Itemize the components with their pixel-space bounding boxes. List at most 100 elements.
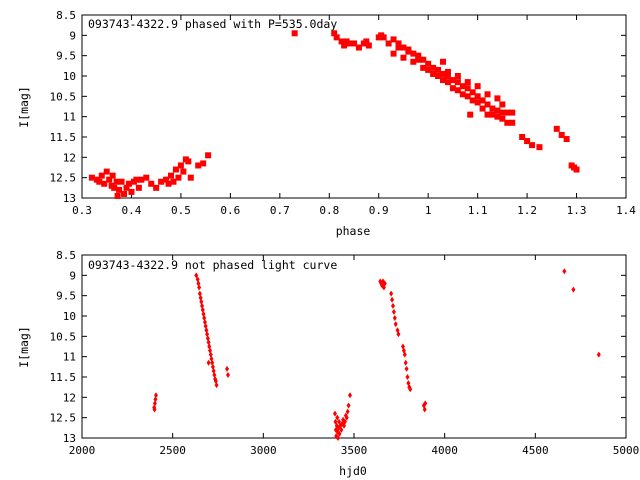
data-point bbox=[596, 351, 601, 358]
data-point bbox=[469, 97, 476, 104]
data-point bbox=[158, 178, 165, 185]
data-point bbox=[499, 115, 506, 122]
panel-title: 093743-4322.9 phased with P=535.0day bbox=[88, 17, 337, 31]
x-tick-label: 2500 bbox=[159, 444, 186, 457]
y-tick-label: 12 bbox=[63, 391, 76, 404]
data-point bbox=[152, 406, 157, 413]
data-point bbox=[341, 42, 348, 49]
x-tick-label: 1.1 bbox=[468, 204, 488, 217]
data-point bbox=[106, 176, 113, 183]
data-point bbox=[390, 296, 395, 303]
data-point bbox=[382, 280, 387, 287]
data-point bbox=[200, 160, 207, 167]
x-tick-label: 0.7 bbox=[270, 204, 290, 217]
panel-title: 093743-4322.9 not phased light curve bbox=[88, 258, 337, 272]
data-point bbox=[109, 172, 116, 179]
data-point bbox=[403, 359, 408, 366]
data-point bbox=[449, 77, 456, 84]
y-tick-label: 10.5 bbox=[50, 90, 77, 103]
data-point bbox=[425, 66, 432, 73]
unphased-light-curve-panel: 093743-4322.9 not phased light curve hjd… bbox=[17, 249, 639, 478]
data-point bbox=[440, 77, 447, 84]
plot-frame bbox=[81, 254, 627, 439]
y-tick-label: 8.5 bbox=[56, 249, 76, 262]
x-tick-label: 0.9 bbox=[369, 204, 389, 217]
data-point bbox=[459, 91, 466, 98]
data-point bbox=[185, 158, 192, 165]
data-point bbox=[103, 168, 110, 175]
data-point bbox=[504, 109, 511, 116]
data-point bbox=[454, 79, 461, 86]
data-point bbox=[135, 184, 142, 191]
data-point bbox=[346, 40, 353, 47]
data-point bbox=[291, 30, 298, 37]
x-axis-label: hjd0 bbox=[339, 464, 367, 478]
data-point bbox=[168, 172, 175, 179]
x-tick-label: 5000 bbox=[613, 444, 640, 457]
data-point bbox=[335, 414, 340, 421]
y-tick-label: 12 bbox=[63, 151, 76, 164]
data-point bbox=[430, 64, 437, 71]
y-tick-label: 10 bbox=[63, 310, 76, 323]
y-axis-label: I[mag] bbox=[17, 86, 31, 128]
data-point bbox=[214, 382, 219, 389]
data-point bbox=[339, 426, 344, 433]
data-point bbox=[197, 284, 202, 291]
data-point bbox=[509, 119, 516, 126]
data-point bbox=[420, 56, 427, 63]
data-point bbox=[194, 272, 199, 279]
data-point bbox=[128, 188, 135, 195]
data-point bbox=[96, 178, 103, 185]
x-tick-label: 4500 bbox=[522, 444, 549, 457]
data-point bbox=[351, 40, 357, 47]
data-point bbox=[430, 70, 437, 77]
data-point bbox=[392, 315, 397, 322]
data-point bbox=[562, 268, 567, 275]
data-point bbox=[333, 34, 340, 41]
data-point bbox=[467, 111, 474, 118]
data-point bbox=[529, 142, 536, 149]
data-point bbox=[435, 66, 442, 73]
data-point bbox=[205, 152, 212, 159]
data-point bbox=[88, 174, 95, 181]
data-point bbox=[177, 162, 184, 169]
y-tick-label: 11.5 bbox=[50, 371, 77, 384]
data-point bbox=[125, 180, 132, 187]
data-point bbox=[396, 331, 401, 338]
y-tick-label: 9 bbox=[69, 269, 76, 282]
data-point bbox=[114, 192, 121, 199]
data-point bbox=[187, 174, 194, 181]
plot-frame bbox=[81, 14, 627, 199]
data-point bbox=[519, 134, 526, 140]
x-tick-label: 1.4 bbox=[616, 204, 636, 217]
data-point bbox=[425, 60, 432, 67]
data-point bbox=[410, 58, 417, 65]
data-point bbox=[494, 113, 501, 120]
y-tick-label: 11 bbox=[63, 111, 76, 124]
x-axis-label: phase bbox=[336, 224, 371, 238]
data-point bbox=[558, 131, 565, 138]
data-point bbox=[355, 44, 362, 51]
x-tick-label: 0.3 bbox=[72, 204, 92, 217]
data-point bbox=[342, 418, 347, 425]
data-point bbox=[391, 308, 396, 315]
data-point bbox=[489, 111, 496, 118]
y-tick-label: 13 bbox=[63, 192, 76, 205]
data-point bbox=[444, 73, 451, 79]
data-point bbox=[440, 70, 447, 77]
data-point bbox=[346, 402, 351, 409]
data-point bbox=[449, 85, 456, 92]
y-tick-label: 10 bbox=[63, 70, 76, 83]
data-point bbox=[153, 184, 160, 191]
data-point bbox=[116, 186, 123, 193]
y-tick-label: 13 bbox=[63, 432, 76, 445]
data-point bbox=[563, 136, 570, 143]
data-point bbox=[385, 40, 392, 47]
y-tick-label: 11 bbox=[63, 351, 76, 364]
y-tick-label: 12.5 bbox=[50, 172, 77, 185]
y-tick-label: 9.5 bbox=[56, 50, 76, 63]
x-tick-label: 0.4 bbox=[122, 204, 142, 217]
data-point bbox=[170, 178, 177, 185]
data-point bbox=[337, 430, 342, 437]
